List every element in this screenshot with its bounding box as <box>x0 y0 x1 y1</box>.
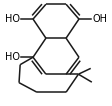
Text: HO: HO <box>5 52 20 62</box>
Text: HO: HO <box>5 14 20 24</box>
Text: OH: OH <box>92 14 107 24</box>
